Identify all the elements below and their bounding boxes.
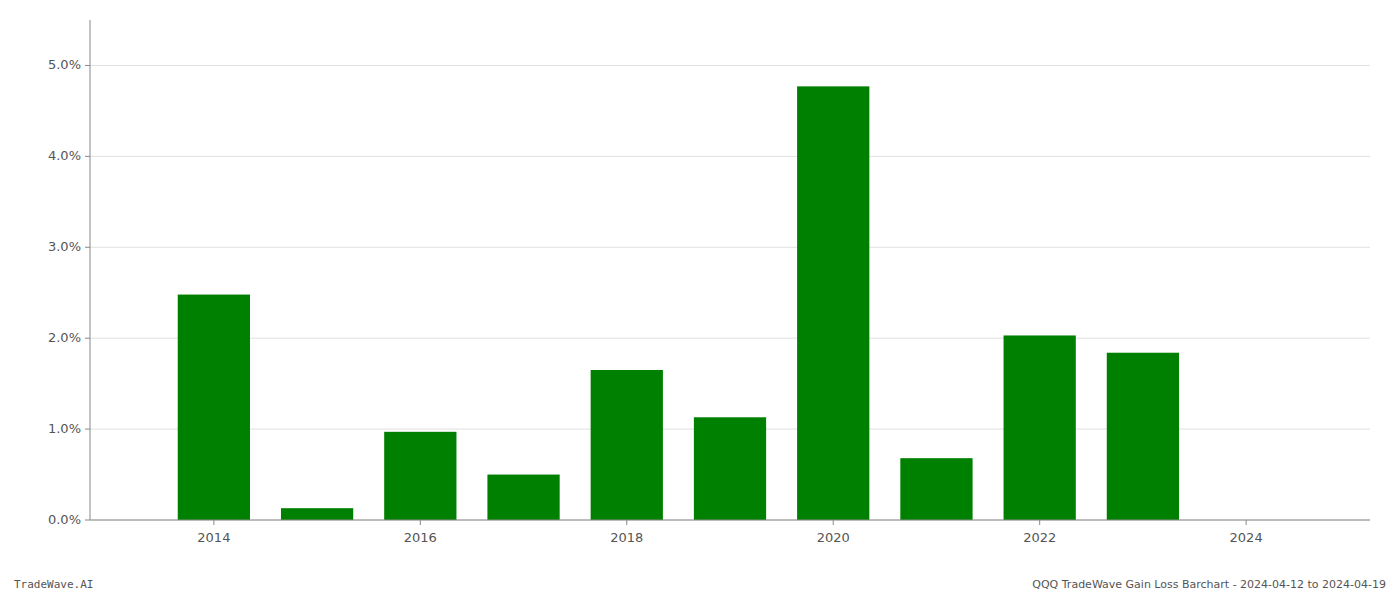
chart-container: 0.0% 1.0% 2.0% 3.0% 4.0% 5.0% 2014 2016 2018 2020… [0, 0, 1400, 600]
y-tick-label: 2.0% [48, 330, 81, 345]
y-tick [85, 520, 90, 521]
y-tick-label: 5.0% [48, 57, 81, 72]
x-axis-line [90, 520, 1370, 521]
grid-line [90, 65, 1370, 66]
bar [178, 295, 250, 520]
grid-line [90, 520, 1370, 521]
y-tick [85, 247, 90, 248]
y-tick [85, 156, 90, 157]
bar [487, 475, 559, 520]
grid-line [90, 338, 1370, 339]
x-tick-label: 2020 [817, 530, 850, 545]
bars [178, 86, 1179, 520]
bar [797, 86, 869, 520]
y-tick [85, 429, 90, 430]
y-tick [85, 65, 90, 66]
bar [591, 370, 663, 520]
grid-line [90, 156, 1370, 157]
x-tick [1246, 520, 1247, 525]
y-tick [85, 338, 90, 339]
x-tick [1039, 520, 1040, 525]
bar [1107, 353, 1179, 520]
grid-line [90, 247, 1370, 248]
x-tick [833, 520, 834, 525]
grid [90, 65, 1370, 520]
x-tick-label: 2022 [1023, 530, 1056, 545]
y-tick-label: 1.0% [48, 421, 81, 436]
footer-left: TradeWave.AI [14, 578, 93, 591]
x-tick [420, 520, 421, 525]
bar [384, 432, 456, 520]
x-tick-label: 2016 [404, 530, 437, 545]
bar [694, 417, 766, 520]
y-tick-label: 4.0% [48, 148, 81, 163]
x-tick [213, 520, 214, 525]
annotations: TradeWave.AI QQQ TradeWave Gain Loss Barc… [14, 578, 1386, 591]
y-tick-label: 3.0% [48, 239, 81, 254]
footer-right: QQQ TradeWave Gain Loss Barchart - 2024-… [1032, 578, 1386, 591]
chart-svg: 0.0% 1.0% 2.0% 3.0% 4.0% 5.0% 2014 2016 2018 2020… [0, 0, 1400, 600]
y-axis-line [90, 20, 91, 520]
y-tick-label: 0.0% [48, 512, 81, 527]
bar [281, 508, 353, 520]
bar [1004, 335, 1076, 520]
axes: 0.0% 1.0% 2.0% 3.0% 4.0% 5.0% 2014 2016 2018 2020… [48, 20, 1370, 545]
x-tick-label: 2024 [1230, 530, 1263, 545]
x-tick [626, 520, 627, 525]
bar [900, 458, 972, 520]
x-tick-label: 2014 [197, 530, 230, 545]
x-tick-label: 2018 [610, 530, 643, 545]
